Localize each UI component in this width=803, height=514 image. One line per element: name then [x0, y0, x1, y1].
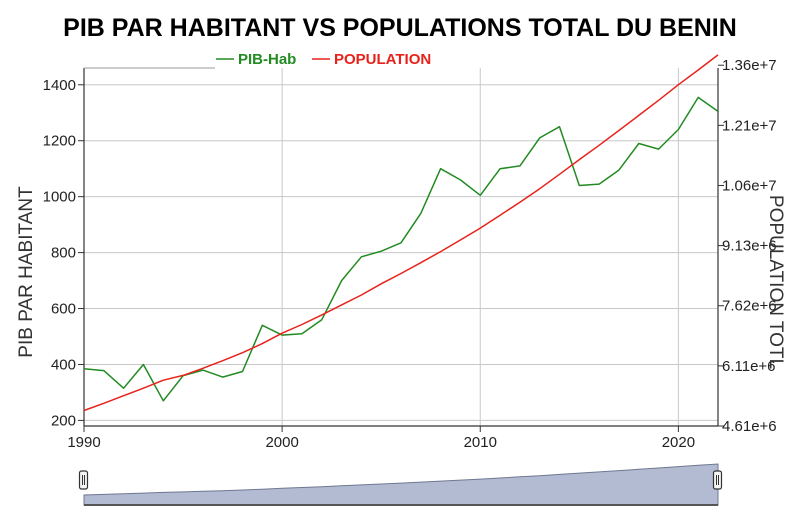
right-axis-title: POPULATION TOTL: [765, 195, 786, 369]
series-layer: [83, 54, 719, 412]
right-tick-label: 1.36e+7: [722, 57, 777, 74]
left-axis-title: PIB PAR HABITANT: [16, 186, 37, 358]
range-selector-area: [83, 463, 719, 506]
left-tick-label: 1000: [43, 189, 76, 206]
legend-label-pib[interactable]: PIB-Hab: [238, 51, 296, 68]
left-tick-label: 1200: [43, 133, 76, 150]
chart-title: PIB PAR HABITANT VS POPULATIONS TOTAL DU…: [63, 14, 737, 42]
x-tick-label: 1990: [67, 434, 100, 451]
right-tick-label: 4.61e+6: [722, 418, 777, 435]
left-tick-label: 800: [51, 245, 76, 262]
range-handle-left[interactable]: [78, 470, 89, 490]
right-axis-ticks: 4.61e+6 6.11e+6 7.62e+6 9.13e+6 1.06e+7 1.21e…: [718, 57, 777, 435]
right-tick-label: 6.11e+6: [722, 358, 776, 375]
series-line-pib-hab: [83, 96, 719, 402]
right-tick-label: 7.62e+6: [722, 298, 777, 315]
left-axis-ticks: 200 400 600 800 1000 1200 1400: [43, 77, 84, 429]
plot-frame: [83, 67, 719, 427]
range-handle-right[interactable]: [712, 470, 723, 490]
x-tick-label: 2010: [464, 434, 497, 451]
x-tick-label: 2020: [662, 434, 695, 451]
right-tick-label: 9.13e+6: [722, 238, 777, 255]
left-tick-label: 600: [51, 301, 76, 318]
legend-label-population[interactable]: POPULATION: [334, 51, 431, 68]
range-selector[interactable]: [78, 460, 723, 506]
left-tick-label: 1400: [43, 77, 76, 94]
right-tick-label: 1.21e+7: [722, 117, 777, 134]
right-tick-label: 1.06e+7: [722, 177, 777, 194]
series-line-population: [83, 54, 719, 412]
x-axis-ticks: 1990 2000 2010 2020: [67, 426, 695, 451]
left-tick-label: 200: [51, 412, 76, 429]
legend[interactable]: PIB-Hab POPULATION: [216, 51, 431, 68]
left-tick-label: 400: [51, 356, 76, 373]
x-tick-label: 2000: [265, 434, 298, 451]
grid: [83, 68, 718, 426]
